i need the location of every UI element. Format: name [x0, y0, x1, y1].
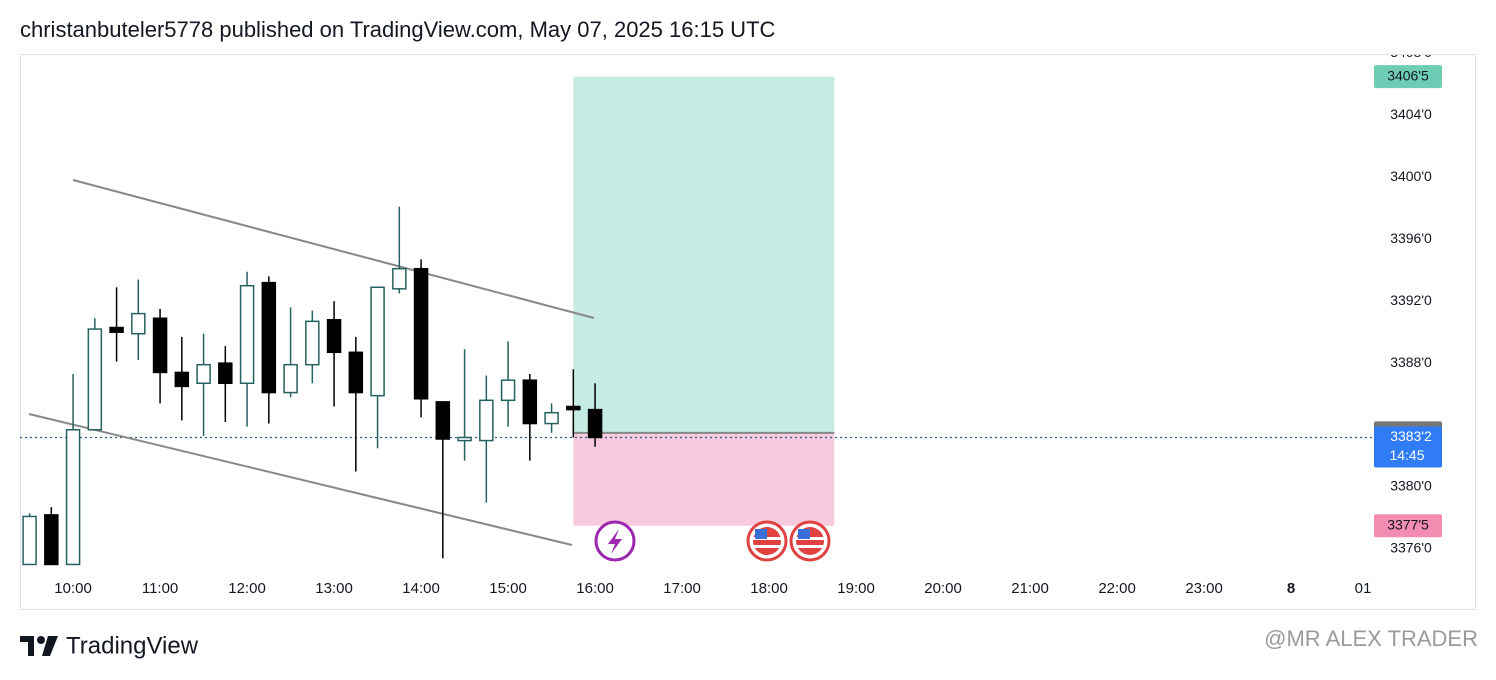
last-price-badge [1374, 426, 1442, 468]
logo-part [20, 636, 34, 656]
candle-body [22, 515, 37, 566]
logo-part [37, 636, 45, 644]
x-tick-label: 8 [1287, 580, 1295, 597]
x-tick-label: 11:00 [142, 580, 178, 597]
x-tick-label: 16:00 [576, 580, 614, 597]
candle-body [326, 319, 342, 354]
x-tick-label: 20:00 [924, 580, 962, 597]
candle-body [566, 405, 581, 411]
y-tick-label: 3376'0 [1390, 540, 1432, 556]
candle-body [44, 514, 59, 566]
y-tick-label: 3396'0 [1390, 230, 1432, 246]
x-tick-label: 21:00 [1011, 580, 1049, 597]
candle-body [413, 267, 429, 400]
x-tick-label: 19:00 [837, 580, 875, 597]
candle-body [218, 362, 233, 385]
y-tick-label: 3400'0 [1390, 168, 1432, 184]
price-axis: 3376'0 3380'0 3388'0 3392'0 3396'0 3400'0 3404… [1390, 44, 1432, 556]
watermark: @MR ALEX TRADER [1264, 626, 1478, 651]
countdown-label: 14:45 [1389, 447, 1424, 463]
flag-stripe [753, 545, 781, 548]
candle-body [544, 411, 559, 425]
last-price-label: 3383'2 [1390, 428, 1432, 444]
x-tick-label: 10:00 [54, 580, 92, 597]
logo [20, 636, 58, 656]
plot [20, 76, 1372, 526]
flag-canton [755, 529, 767, 539]
event-icons [594, 520, 831, 562]
candle-body [131, 312, 146, 335]
candle-body [109, 326, 124, 333]
candle-body [152, 317, 168, 374]
target-badge [1374, 65, 1442, 89]
time-axis: 10:00 11:00 12:00 13:00 14:00 15:00 16:00 17:00… [54, 580, 1371, 597]
x-tick-label: 01 [1355, 580, 1372, 597]
flag-canton [798, 529, 810, 539]
x-tick-label: 18:00 [750, 580, 788, 597]
stop-badge [1374, 514, 1442, 538]
candle-body [479, 399, 494, 442]
y-tick-label: 3408'0 [1390, 44, 1432, 60]
candle-body [196, 363, 211, 385]
candle-body [283, 363, 298, 394]
x-tick-label: 14:00 [402, 580, 440, 597]
x-tick-label: 12:00 [228, 580, 266, 597]
trend-line [72, 179, 595, 319]
stop-badge-label: 3377'5 [1387, 516, 1429, 532]
candle-body [261, 281, 277, 394]
header: christanbuteler5778 published on Trading… [20, 17, 776, 42]
y-tick-label: 3392'0 [1390, 292, 1432, 308]
stop-zone [573, 432, 835, 526]
candle-body [587, 408, 603, 439]
x-tick-label: 13:00 [315, 580, 353, 597]
logo-part [42, 636, 58, 656]
candle-body [65, 428, 81, 566]
trend-line [28, 413, 573, 546]
x-tick-label: 15:00 [489, 580, 527, 597]
x-tick-label: 17:00 [663, 580, 701, 597]
candle-body [174, 371, 190, 388]
candle-body [239, 284, 255, 385]
candle-body [348, 351, 364, 394]
lightning [608, 529, 622, 554]
y-tick-label: 3388'0 [1390, 354, 1432, 370]
candle-body [500, 379, 516, 402]
candle-body [435, 401, 451, 440]
plot-marks [22, 179, 603, 566]
chart-frame [20, 54, 1476, 610]
y-tick-label: 3380'0 [1390, 478, 1432, 494]
target-badge-label: 3406'5 [1387, 67, 1429, 83]
flag-stripe [796, 545, 824, 548]
candle-body [522, 379, 538, 425]
y-tick-label: 3404'0 [1390, 106, 1432, 122]
x-tick-label: 22:00 [1098, 580, 1136, 597]
x-tick-label: 23:00 [1185, 580, 1223, 597]
candle-body [457, 436, 472, 442]
brand: TradingView [66, 632, 199, 659]
candle-body [87, 328, 103, 431]
candle-body [370, 286, 385, 397]
candle-body [392, 267, 407, 290]
candle-body [305, 320, 320, 366]
target-zone [573, 76, 835, 433]
